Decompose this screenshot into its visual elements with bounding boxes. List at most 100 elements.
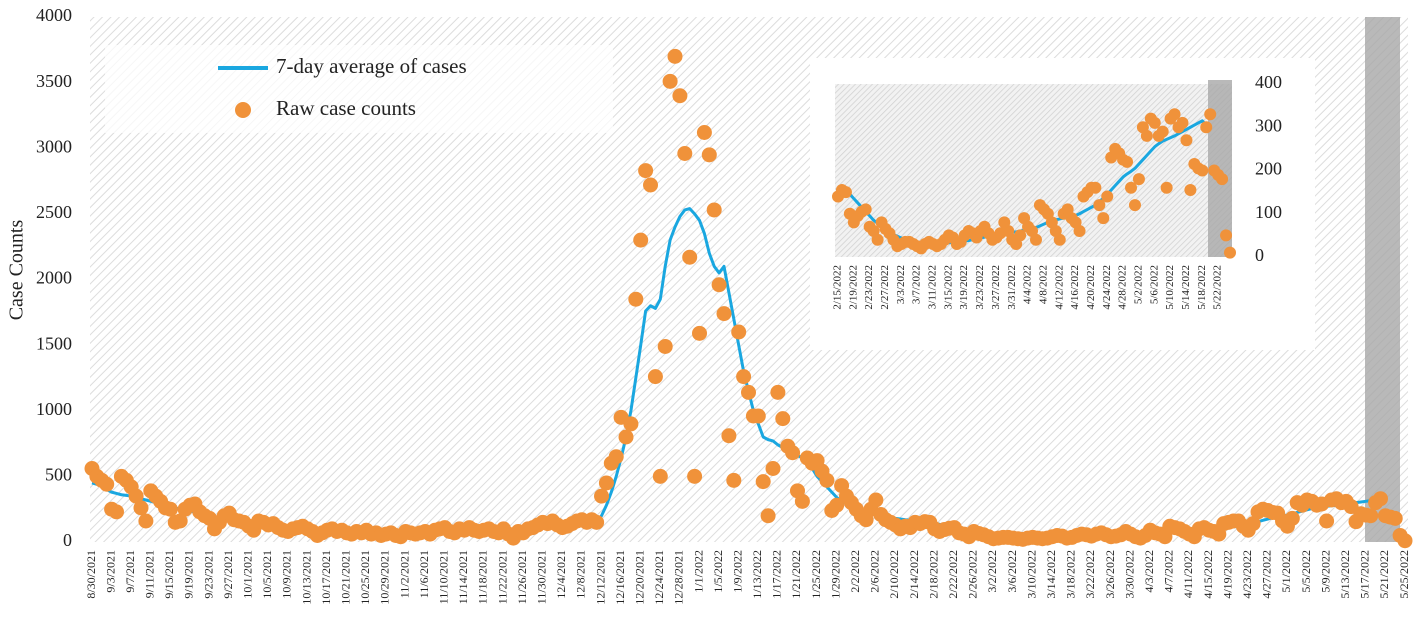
x-tick-label: 12/4/2021 [554, 550, 568, 599]
raw-point [1176, 116, 1189, 129]
raw-point [785, 445, 801, 461]
legend-label: 7-day average of cases [276, 54, 467, 78]
y-tick-label: 300 [1255, 115, 1282, 135]
y-tick-label: 1000 [36, 399, 72, 419]
y-tick-label: 100 [1255, 202, 1282, 222]
x-tick-label: 3/30/2022 [1122, 550, 1136, 599]
raw-point [755, 474, 771, 490]
x-tick-label: 10/9/2021 [280, 550, 294, 599]
raw-point [657, 338, 673, 354]
raw-point [1180, 134, 1193, 147]
raw-point [770, 384, 786, 400]
y-tick-label: 2500 [36, 202, 72, 222]
x-tick-label: 10/1/2021 [241, 550, 255, 599]
raw-point [1029, 233, 1042, 246]
raw-point [1184, 183, 1197, 196]
x-tick-label: 11/2/2021 [397, 550, 411, 598]
x-tick-label: 10/25/2021 [358, 550, 372, 605]
x-tick-label: 2/2/2022 [848, 550, 862, 593]
raw-point [589, 514, 605, 530]
x-tick-label: 5/17/2022 [1358, 550, 1372, 599]
legend-label: Raw case counts [276, 96, 416, 120]
x-tick-label: 5/2/2022 [1132, 265, 1144, 304]
y-tick-label: 4000 [36, 5, 72, 25]
raw-point [608, 449, 624, 465]
x-tick-label: 1/21/2022 [789, 550, 803, 599]
x-tick-label: 3/11/2022 [927, 265, 939, 309]
y-tick-label: 3000 [36, 136, 72, 156]
x-tick-label: 3/15/2022 [942, 265, 954, 310]
raw-point [1125, 181, 1138, 194]
x-tick-label: 4/20/2022 [1085, 265, 1097, 310]
x-tick-label: 4/19/2022 [1220, 550, 1234, 599]
x-tick-label: 4/15/2022 [1201, 550, 1215, 599]
x-tick-label: 3/7/2022 [911, 265, 923, 304]
raw-point [128, 488, 144, 504]
x-tick-label: 10/5/2021 [260, 550, 274, 599]
raw-point [1200, 121, 1213, 134]
raw-point [652, 468, 668, 484]
raw-point [829, 497, 845, 513]
x-tick-label: 1/5/2022 [711, 550, 725, 593]
x-tick-label: 5/10/2022 [1164, 265, 1176, 310]
x-tick-label: 3/26/2022 [1103, 550, 1117, 599]
x-tick-label: 2/6/2022 [868, 550, 882, 593]
raw-point [628, 291, 644, 307]
x-tick-label: 9/27/2021 [221, 550, 235, 599]
x-tick-label: 12/28/2021 [672, 550, 686, 605]
x-tick-label: 3/2/2022 [985, 550, 999, 593]
x-tick-label: 12/20/2021 [632, 550, 646, 605]
y-tick-label: 0 [1255, 245, 1264, 265]
x-tick-label: 9/11/2021 [143, 550, 157, 598]
x-tick-label: 12/16/2021 [613, 550, 627, 605]
x-tick-label: 4/7/2022 [1162, 550, 1176, 593]
x-tick-label: 2/22/2022 [946, 550, 960, 599]
x-tick-label: 1/25/2022 [809, 550, 823, 599]
raw-point [731, 324, 747, 340]
x-tick-label: 9/3/2021 [103, 550, 117, 593]
y-tick-label: 500 [45, 465, 72, 485]
x-tick-label: 5/1/2022 [1279, 550, 1293, 593]
x-tick-label: 4/11/2022 [1181, 550, 1195, 598]
raw-point [839, 186, 852, 199]
x-tick-label: 2/19/2022 [847, 265, 859, 310]
y-tick-label: 3500 [36, 71, 72, 91]
legend-background [105, 45, 613, 133]
shaded-region [1365, 17, 1400, 542]
x-tick-label: 4/4/2022 [1022, 265, 1034, 304]
x-tick-label: 11/10/2021 [436, 550, 450, 604]
x-tick-label: 11/14/2021 [456, 550, 470, 604]
raw-point [638, 163, 654, 179]
x-tick-label: 3/31/2022 [1006, 265, 1018, 310]
inset-chart: 0 100 200 300 400 2/15/2022 2/19/2022 2/23/2022… [832, 72, 1282, 310]
raw-point [162, 501, 178, 517]
raw-point [662, 73, 678, 89]
y-tick-label: 0 [63, 530, 72, 550]
raw-point [859, 203, 872, 216]
raw-point [1140, 129, 1153, 142]
raw-point [1160, 181, 1173, 194]
raw-point [1245, 516, 1261, 532]
raw-point [1014, 229, 1027, 242]
x-tick-label: 12/12/2021 [593, 550, 607, 605]
raw-point [1224, 246, 1236, 259]
raw-point [726, 472, 742, 488]
raw-point [1101, 190, 1114, 203]
raw-point [765, 461, 781, 476]
y-tick-label: 400 [1255, 72, 1282, 92]
x-tick-label: 5/21/2022 [1377, 550, 1391, 599]
x-tick-label: 3/10/2022 [1024, 550, 1038, 599]
raw-point [819, 472, 835, 488]
x-tick-label: 2/27/2022 [879, 265, 891, 310]
raw-point [672, 88, 688, 104]
raw-point [133, 500, 149, 516]
raw-point [721, 428, 737, 444]
legend: 7-day average of cases Raw case counts [218, 54, 467, 120]
x-tick-label: 5/9/2022 [1318, 550, 1332, 593]
raw-point [1132, 173, 1145, 186]
x-tick-label: 4/24/2022 [1101, 265, 1113, 310]
raw-point [716, 306, 732, 322]
x-tick-label: 3/6/2022 [1005, 550, 1019, 593]
raw-point [1319, 513, 1335, 529]
x-tick-label: 1/29/2022 [828, 550, 842, 599]
